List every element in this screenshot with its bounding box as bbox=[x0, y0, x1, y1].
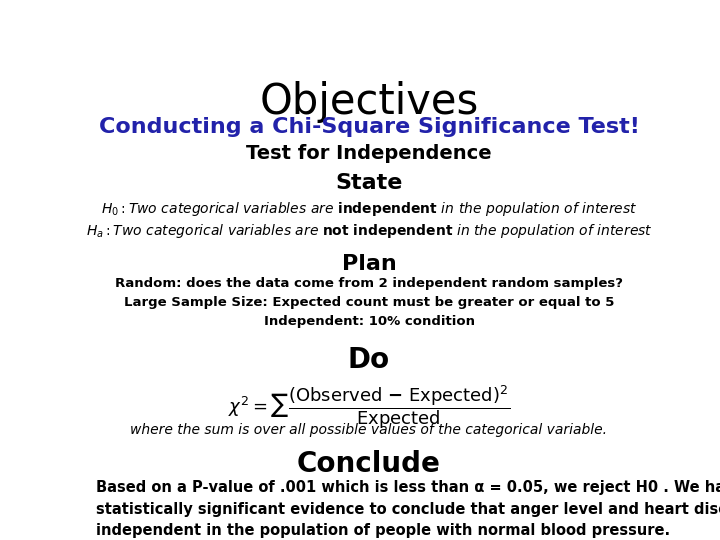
Text: Independent: 10% condition: Independent: 10% condition bbox=[264, 315, 474, 328]
Text: State: State bbox=[336, 173, 402, 193]
Text: $\chi^2 = \sum\dfrac{(\mathrm{Observed}\ \mathbf{-}\ \mathrm{Expected})^2}{\math: $\chi^2 = \sum\dfrac{(\mathrm{Observed}\… bbox=[228, 384, 510, 431]
Text: $\it{H_{a}}$$\mathit{: Two\ categorical\ variables\ are\ }$$\mathbf{not\ indepen: $\it{H_{a}}$$\mathit{: Two\ categorical\… bbox=[86, 221, 652, 240]
Text: Based on a P-value of .001 which is less than α = 0.05, we reject H0 . We have
s: Based on a P-value of .001 which is less… bbox=[96, 480, 720, 538]
Text: $\it{H_{0}}$$\mathit{: Two\ categorical\ variables\ are\ }$$\mathbf{independent}: $\it{H_{0}}$$\mathit{: Two\ categorical\… bbox=[101, 200, 637, 218]
Text: Large Sample Size: Expected count must be greater or equal to 5: Large Sample Size: Expected count must b… bbox=[124, 296, 614, 309]
Text: Conducting a Chi-Square Significance Test!: Conducting a Chi-Square Significance Tes… bbox=[99, 117, 639, 137]
Text: Test for Independence: Test for Independence bbox=[246, 144, 492, 163]
Text: Do: Do bbox=[348, 346, 390, 374]
Text: Objectives: Objectives bbox=[259, 82, 479, 124]
Text: Conclude: Conclude bbox=[297, 450, 441, 478]
Text: where the sum is over all possible values of the categorical variable.: where the sum is over all possible value… bbox=[130, 423, 608, 437]
Text: Random: does the data come from 2 independent random samples?: Random: does the data come from 2 indepe… bbox=[115, 277, 623, 290]
Text: Plan: Plan bbox=[341, 254, 397, 274]
